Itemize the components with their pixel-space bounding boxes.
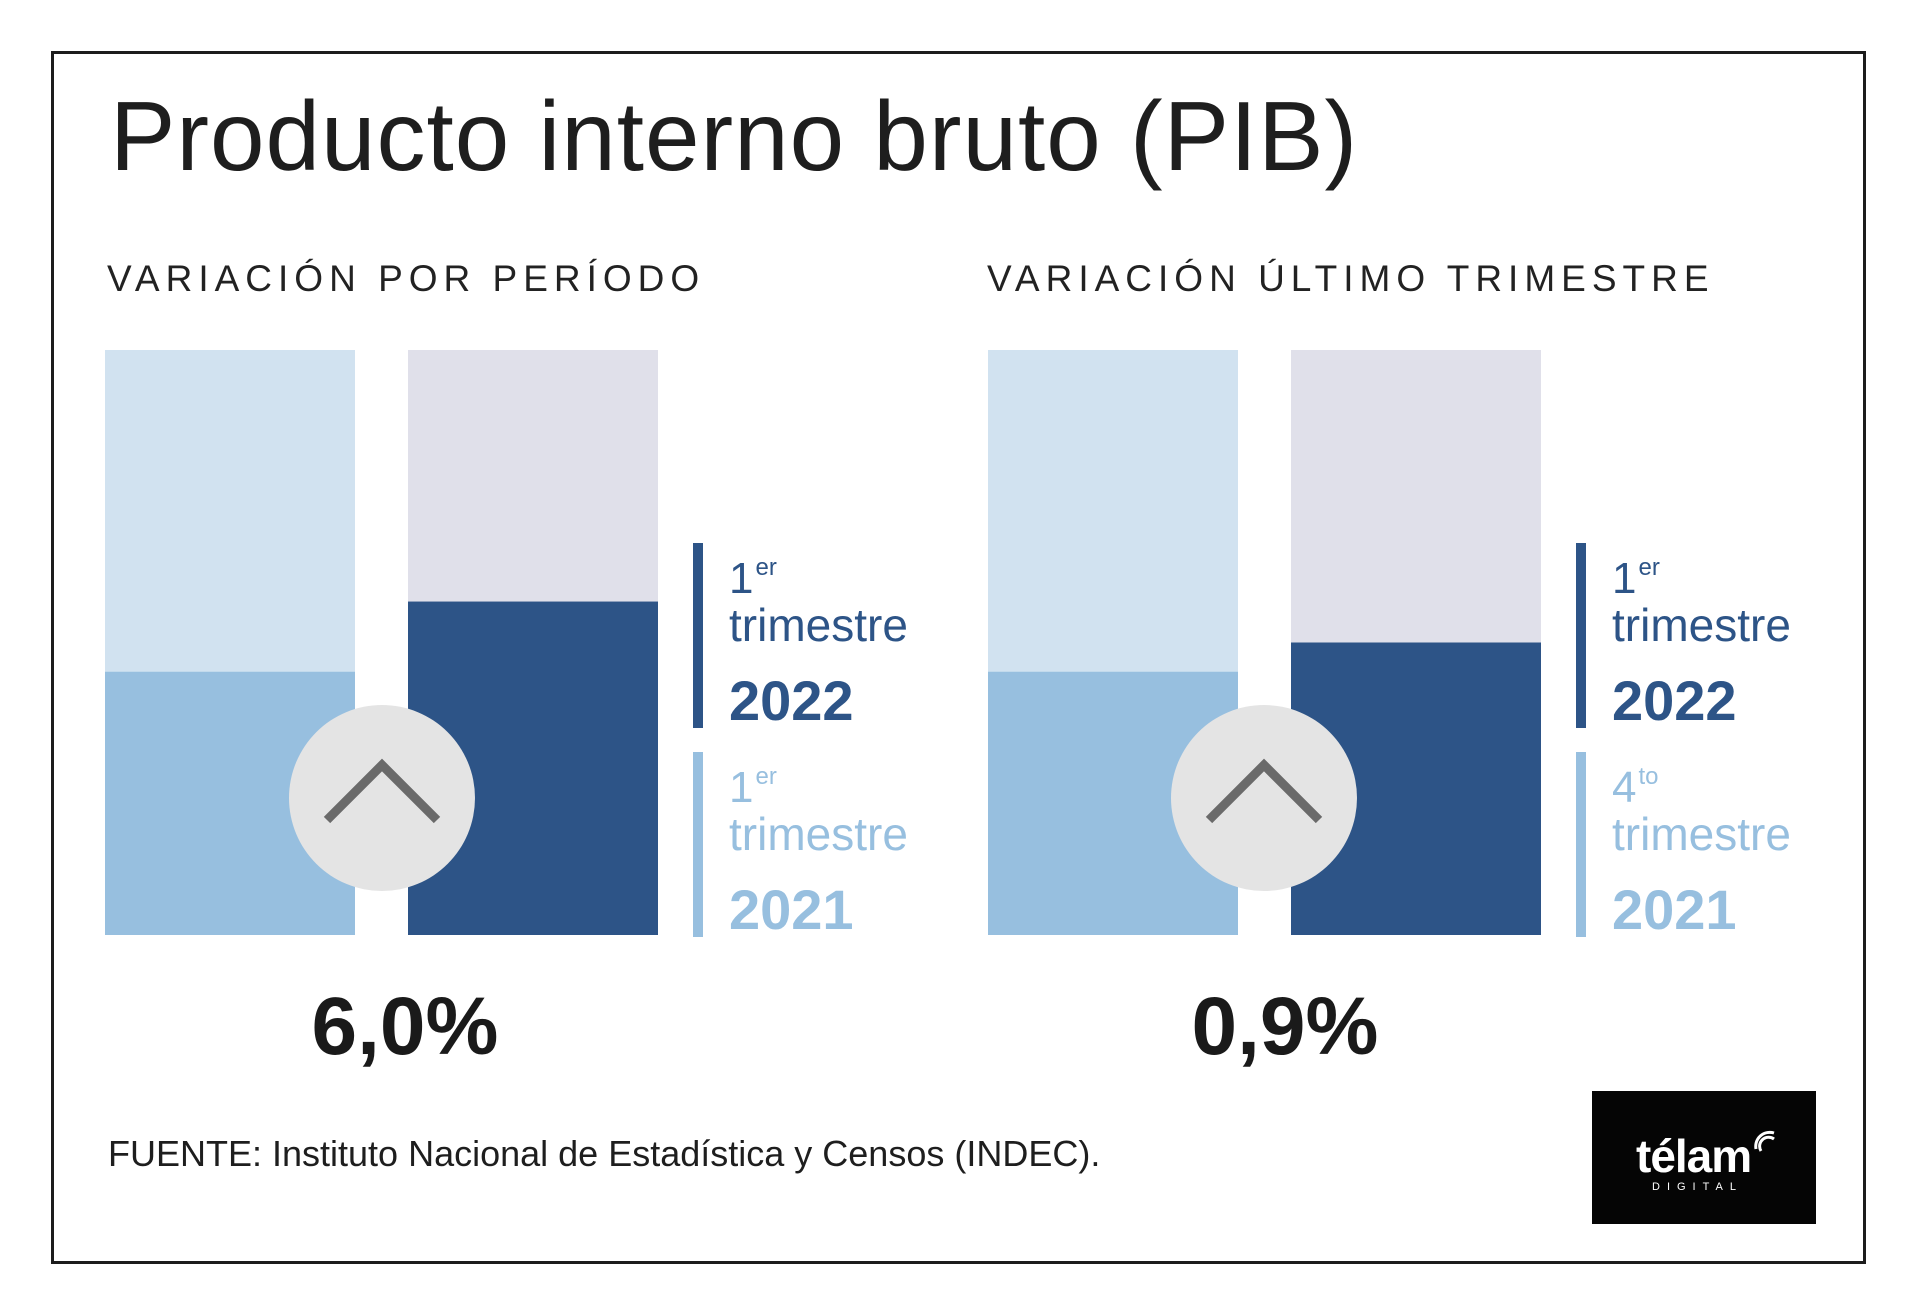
change-value-quarter: 0,9% [1191, 981, 1379, 1072]
change-value-period: 6,0% [311, 981, 499, 1072]
legend-year: 2022 [1612, 669, 1737, 732]
panel-title-period: VARIACIÓN POR PERÍODO [107, 258, 706, 299]
chevron-up-icon [323, 758, 441, 824]
legend-ordinal: 1er [729, 554, 777, 603]
legend-year: 2021 [729, 878, 854, 941]
legend-item-2022-right: 1er trimestre 2022 [1576, 543, 1896, 732]
logo-wordmark: télam [1636, 1130, 1752, 1182]
legend-swatch-dark [693, 543, 703, 728]
legend-swatch-light [1576, 752, 1586, 937]
signal-icon [1754, 1130, 1775, 1152]
panel-title-quarter: VARIACIÓN ÚLTIMO TRIMESTRE [987, 258, 1715, 299]
legend-ordinal: 4to [1612, 763, 1659, 812]
telam-logo: télam DIGITAL [1592, 1091, 1816, 1224]
legend-item-2022-left: 1er trimestre 2022 [693, 543, 1013, 732]
logo-subtitle: DIGITAL [1652, 1181, 1743, 1193]
legend-word: trimestre [1612, 599, 1791, 651]
legend-item-2021-right: 4to trimestre 2021 [1576, 752, 1896, 941]
indicator-circle [289, 705, 475, 891]
legend-ordinal: 1er [729, 763, 777, 812]
legend-word: trimestre [729, 808, 908, 860]
legend-ordinal: 1er [1612, 554, 1660, 603]
indicator-circle [1171, 705, 1357, 891]
legend-item-2021-left: 1er trimestre 2021 [693, 752, 1013, 941]
chart-frame [51, 51, 1866, 1264]
legend-word: trimestre [1612, 808, 1791, 860]
legend-year: 2022 [729, 669, 854, 732]
legend-swatch-light [693, 752, 703, 937]
legend-year: 2021 [1612, 878, 1737, 941]
chevron-up-icon [1205, 758, 1323, 824]
source-note: FUENTE: Instituto Nacional de Estadístic… [108, 1133, 1101, 1174]
legend-word: trimestre [729, 599, 908, 651]
legend-swatch-dark [1576, 543, 1586, 728]
chart-title: Producto interno bruto (PIB) [110, 81, 1359, 191]
